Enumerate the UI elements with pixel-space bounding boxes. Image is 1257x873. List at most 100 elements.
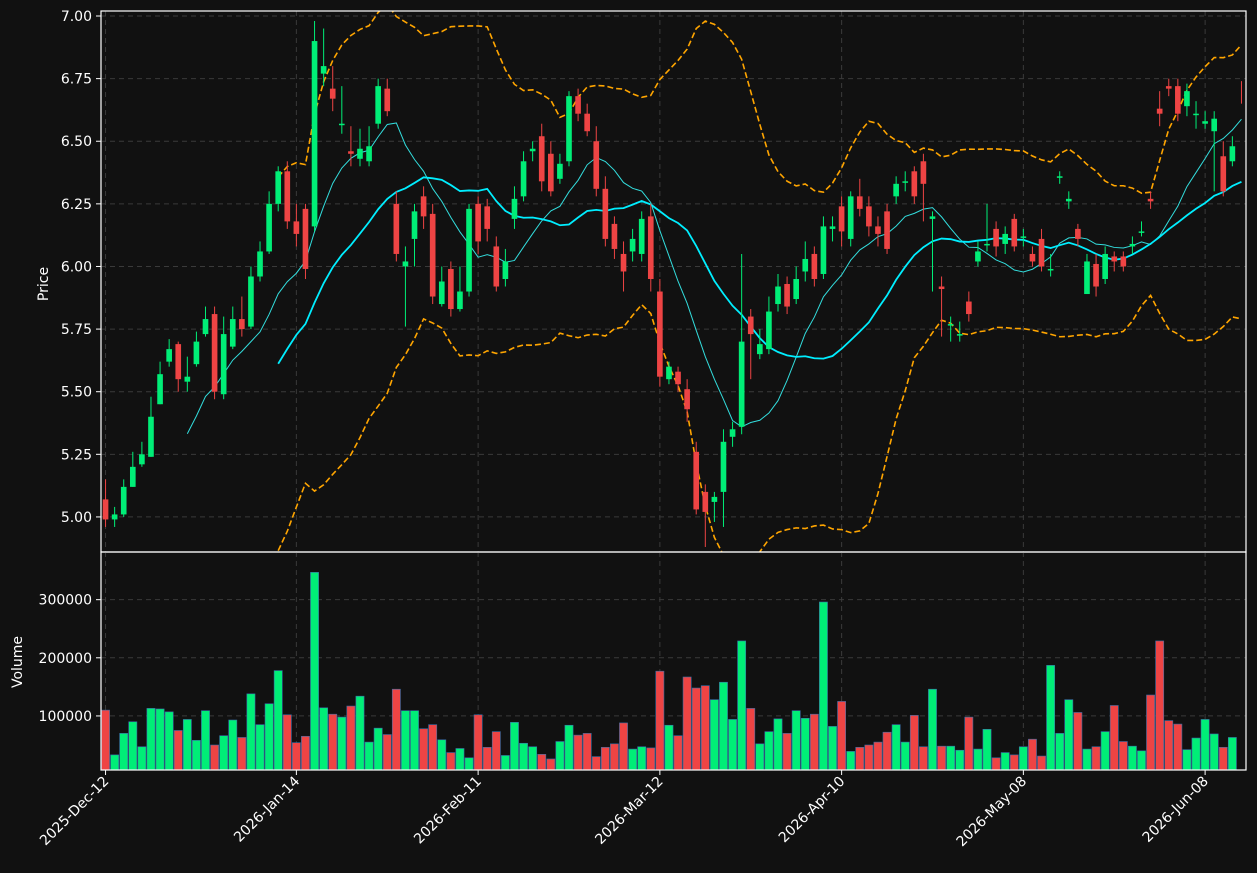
price-tick-label: 5.50 <box>61 385 92 401</box>
candle-body <box>1065 198 1072 202</box>
volume-tick-label: 200000 <box>39 651 92 667</box>
volume-bar <box>264 703 274 770</box>
candle <box>411 203 418 267</box>
candle-body <box>993 228 999 247</box>
candle-body <box>1147 198 1154 202</box>
candle-body <box>793 278 799 300</box>
volume-bar <box>210 744 219 770</box>
volume-bar <box>946 745 956 770</box>
candle <box>1129 236 1136 254</box>
candle-body <box>1120 256 1127 267</box>
candle-body <box>1229 146 1236 162</box>
candle <box>175 341 182 392</box>
candle-body <box>702 491 709 512</box>
candle-body <box>139 454 145 465</box>
candle-body <box>866 206 872 227</box>
candle-body <box>1002 233 1009 244</box>
volume-bar <box>646 747 656 770</box>
volume-tick-label: 300000 <box>39 593 92 609</box>
candle <box>1093 253 1099 297</box>
candle <box>929 211 936 292</box>
volume-bar <box>310 572 319 770</box>
candle <box>984 203 990 252</box>
volume-bar <box>464 757 474 770</box>
volume-bar <box>1173 723 1183 770</box>
candle-body <box>720 441 727 492</box>
candle-body <box>847 196 854 239</box>
candle-body <box>638 218 645 254</box>
candle <box>248 266 254 330</box>
volume-bar <box>1037 755 1046 770</box>
volume-bar <box>691 687 701 770</box>
volume-bar <box>355 695 365 770</box>
volume-bar <box>155 708 165 770</box>
price-panel: 5.00 5.25 5.50 5.75 6.00 6.25 6.50 6.75 7.00 <box>61 9 1247 553</box>
volume-bar <box>455 748 465 770</box>
volume-axis-title: Volume <box>10 636 26 688</box>
candle <box>920 153 927 222</box>
candle <box>884 203 890 254</box>
candle <box>593 126 600 197</box>
volume-bar <box>1164 720 1174 770</box>
candle-body <box>1193 113 1199 116</box>
candle-body <box>111 514 118 520</box>
candle-body <box>338 123 345 126</box>
volume-bar <box>291 742 301 770</box>
candle-body <box>102 499 109 520</box>
candle <box>820 216 827 279</box>
volume-bar <box>909 715 919 770</box>
candle <box>675 366 681 392</box>
candle-body <box>738 341 745 427</box>
candle <box>120 479 127 517</box>
candle-body <box>893 183 899 197</box>
candle-body <box>438 281 445 305</box>
candle-body <box>120 486 127 515</box>
candle-body <box>966 301 972 315</box>
candle-body <box>366 146 372 162</box>
candle <box>348 126 354 167</box>
candle <box>620 241 627 292</box>
candle-body <box>647 216 654 279</box>
volume-bar <box>1018 746 1028 770</box>
volume-bar <box>928 688 937 770</box>
candle <box>366 126 372 167</box>
candle <box>293 203 300 247</box>
volume-bar <box>1146 694 1155 770</box>
candle-body <box>429 213 436 297</box>
volume-bar <box>137 746 147 770</box>
volume-bar <box>128 721 138 770</box>
volume-bar <box>737 640 747 770</box>
volume-bar <box>728 719 737 770</box>
volume-bar <box>991 757 1001 770</box>
volume-bar <box>337 716 347 770</box>
candle <box>1029 246 1036 267</box>
candle-body <box>1011 218 1018 247</box>
candle <box>338 86 345 134</box>
candle <box>548 141 554 197</box>
volume-bar <box>237 737 247 770</box>
volume-bar <box>255 724 265 770</box>
price-tick-label: 6.00 <box>61 259 92 275</box>
volume-bar <box>973 748 983 770</box>
candle-body <box>1111 256 1118 262</box>
candle-body <box>875 226 881 234</box>
candle <box>775 273 781 312</box>
volume-bar <box>1009 754 1019 770</box>
candle-body <box>229 319 236 347</box>
volume-bar <box>1028 738 1037 770</box>
candle-body <box>856 196 863 209</box>
candle-body <box>1129 243 1136 247</box>
candle-body <box>584 113 590 132</box>
candle <box>311 21 318 232</box>
candle <box>1011 213 1018 252</box>
candle-body <box>193 341 200 365</box>
volume-bar <box>555 741 565 770</box>
volume-bar <box>328 713 338 770</box>
candle-body <box>520 161 527 197</box>
candle-body <box>829 226 836 229</box>
volume-bar <box>201 710 210 770</box>
candle-body <box>693 451 700 510</box>
candle <box>747 309 754 380</box>
candle <box>384 78 391 117</box>
volume-bar <box>1073 712 1083 770</box>
